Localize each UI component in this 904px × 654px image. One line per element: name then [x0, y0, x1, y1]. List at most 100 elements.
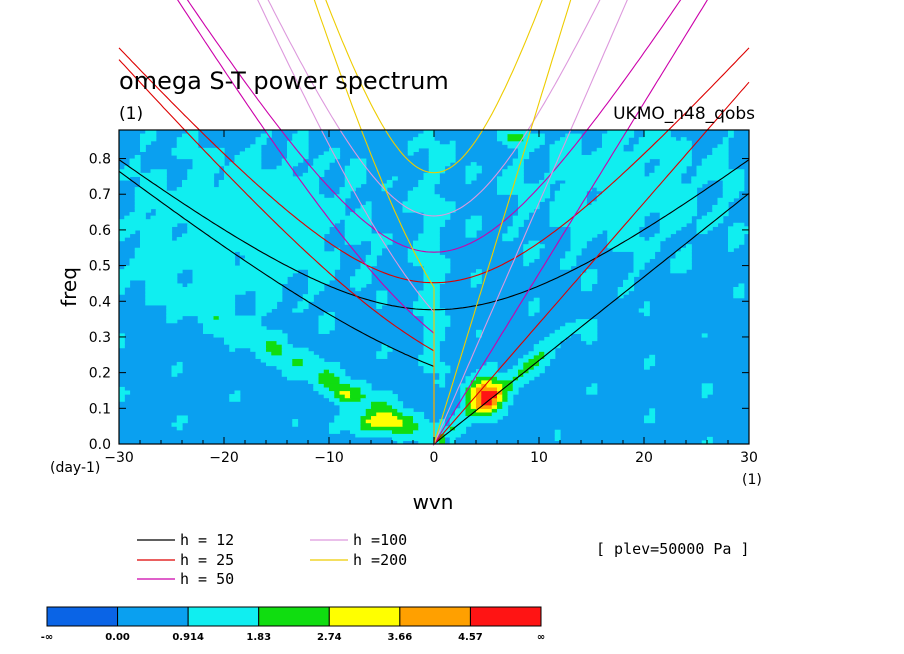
- field-cell: [528, 369, 545, 374]
- field-cell: [397, 408, 414, 413]
- field-cell: [134, 194, 325, 199]
- field-cell: [644, 419, 656, 424]
- field-cell: [470, 383, 477, 388]
- field-cell: [722, 190, 740, 195]
- field-cell: [308, 287, 325, 292]
- field-cell: [407, 144, 456, 149]
- colorbar-label: 4.57: [458, 632, 483, 643]
- field-cell: [318, 326, 335, 331]
- field-cell: [407, 151, 414, 156]
- field-cell: [119, 172, 167, 177]
- field-cell: [339, 190, 351, 195]
- field-cell: [224, 176, 320, 181]
- field-cell: [360, 422, 372, 427]
- field-cell: [722, 194, 740, 199]
- field-cell: [449, 140, 456, 145]
- field-cell: [570, 237, 593, 242]
- field-cell: [701, 383, 713, 388]
- field-cell: [176, 154, 225, 160]
- field-cell: [318, 372, 335, 377]
- field-cell: [717, 144, 729, 149]
- field-cell: [560, 262, 577, 267]
- field-cell: [512, 386, 519, 392]
- field-cell: [701, 394, 708, 399]
- field-cell: [528, 301, 540, 306]
- field-cell: [581, 333, 598, 338]
- colorbar-label: 0.00: [105, 632, 130, 643]
- field-cell: [119, 397, 125, 402]
- field-cell: [560, 258, 577, 263]
- field-cell: [302, 358, 325, 363]
- x-tick-label: −30: [104, 450, 134, 466]
- field-cell: [334, 394, 346, 399]
- field-cell: [507, 133, 524, 138]
- field-cell: [696, 219, 724, 224]
- field-cell: [176, 140, 199, 145]
- field-cell: [612, 247, 661, 252]
- field-cell: [350, 158, 367, 163]
- field-cell: [329, 422, 362, 427]
- field-cell: [455, 408, 467, 413]
- field-cell: [733, 222, 745, 227]
- field-cell: [497, 179, 524, 185]
- field-cell: [140, 240, 325, 245]
- colorbar-label: -∞: [41, 632, 53, 643]
- field-cell: [691, 176, 745, 181]
- field-cell: [533, 297, 540, 302]
- field-cell: [465, 176, 477, 181]
- field-cell: [707, 154, 729, 160]
- field-cell: [182, 179, 215, 185]
- field-cell: [308, 276, 335, 281]
- field-cell: [670, 269, 687, 274]
- field-cell: [549, 212, 650, 217]
- field-cell: [644, 304, 650, 310]
- field-cell: [491, 401, 498, 406]
- field-cell: [140, 244, 325, 249]
- field-cell: [318, 390, 335, 395]
- field-cell: [145, 297, 236, 302]
- field-cell: [602, 137, 629, 142]
- field-cell: [376, 304, 383, 310]
- field-cell: [565, 133, 582, 138]
- plev-label: [ plev=50000 Pa ]: [596, 540, 750, 558]
- field-cell: [197, 315, 215, 320]
- field-cell: [502, 401, 514, 406]
- field-cell: [119, 176, 131, 181]
- legend: h = 12 h = 25 h = 50 h =100 h =200: [137, 531, 407, 588]
- field-cell: [423, 315, 451, 320]
- colorbar-label: ∞: [537, 632, 545, 643]
- field-cell: [549, 162, 645, 167]
- field-cell: [323, 151, 341, 156]
- field-cell: [371, 404, 393, 409]
- field-cell: [481, 379, 493, 384]
- field-cell: [124, 265, 341, 270]
- field-cell: [276, 165, 293, 170]
- field-cell: [722, 183, 745, 188]
- field-cell: [423, 215, 451, 220]
- field-cell: [528, 351, 540, 356]
- field-cell: [281, 344, 293, 349]
- field-cell: [701, 390, 713, 395]
- field-cell: [302, 172, 325, 177]
- field-cell: [470, 272, 482, 277]
- field-cell: [602, 144, 624, 149]
- field-cell: [659, 215, 692, 220]
- field-cell: [318, 322, 335, 327]
- field-cell: [308, 165, 330, 170]
- field-cell: [465, 233, 477, 238]
- field-cell: [607, 240, 661, 245]
- field-cell: [423, 283, 440, 288]
- field-cell: [292, 133, 309, 138]
- field-cell: [344, 222, 372, 227]
- field-cell: [602, 140, 629, 145]
- field-cell: [476, 333, 482, 338]
- field-cell: [407, 194, 440, 199]
- field-cell: [623, 279, 635, 285]
- field-cell: [423, 340, 440, 345]
- field-cell: [350, 276, 372, 281]
- field-cell: [423, 265, 451, 270]
- field-cell: [481, 397, 493, 402]
- field-cell: [581, 287, 593, 292]
- field-cell: [449, 422, 472, 427]
- field-cell: [722, 179, 745, 185]
